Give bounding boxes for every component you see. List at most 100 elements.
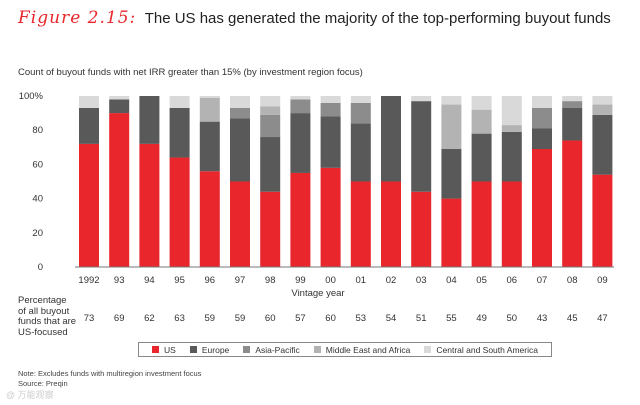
bar-segment-us — [562, 140, 583, 267]
bar-segment-central-and-south-america — [441, 96, 462, 105]
bar-segment-central-and-south-america — [320, 96, 341, 103]
bar-segment-us — [350, 181, 371, 267]
legend-label: Asia-Pacific — [255, 344, 300, 355]
chart-source: Source: Preqin — [18, 379, 68, 388]
bar-segment-middle-east-and-africa — [199, 97, 220, 122]
x-tick-label: 96 — [205, 275, 216, 286]
bar-segment-europe — [199, 121, 220, 172]
us-percentage-value: 69 — [114, 313, 125, 324]
bar-segment-us — [79, 143, 99, 267]
x-tick-label: 05 — [476, 275, 487, 286]
legend-item-europe: Europe — [189, 345, 229, 355]
x-tick-label: 04 — [446, 275, 457, 286]
bar-segment-europe — [320, 116, 341, 168]
stacked-bar-chart: 020406080100%199273936994629563965997599… — [19, 91, 614, 324]
percentage-caption: Percentage of all buyout funds that are … — [18, 295, 77, 338]
chart-note: Note: Excludes funds with multiregion in… — [18, 369, 202, 378]
bar-segment-central-and-south-america — [169, 96, 190, 108]
bar-segment-us — [592, 174, 613, 267]
bar-segment-us — [260, 191, 281, 267]
us-percentage-value: 45 — [567, 313, 578, 324]
us-percentage-value: 59 — [235, 313, 246, 324]
y-tick-label: 60 — [32, 159, 43, 170]
figure-headline: The US has generated the majority of the… — [144, 10, 611, 27]
bar-segment-europe — [79, 107, 99, 144]
bar-segment-europe — [169, 107, 190, 158]
chart-subtitle: Count of buyout funds with net IRR great… — [18, 67, 363, 78]
x-tick-label: 94 — [144, 275, 155, 286]
bar-segment-central-and-south-america — [260, 96, 281, 107]
us-percentage-value: 47 — [597, 313, 608, 324]
x-tick-label: 09 — [597, 275, 608, 286]
bar-segment-central-and-south-america — [79, 96, 99, 108]
bar-segment-us — [381, 181, 401, 267]
bar-segment-middle-east-and-africa — [471, 109, 492, 134]
us-percentage-value: 50 — [507, 313, 518, 324]
bar-segment-central-and-south-america — [199, 96, 220, 98]
x-tick-label: 95 — [174, 275, 185, 286]
legend-swatch-central-south-america — [424, 346, 432, 353]
legend-item-middle-east-africa: Middle East and Africa — [313, 345, 410, 355]
bar-segment-middle-east-and-africa — [501, 125, 522, 132]
x-axis-title: Vintage year — [291, 288, 344, 299]
legend-label: Central and South America — [436, 344, 538, 355]
us-percentage-value: 55 — [446, 313, 457, 324]
us-percentage-value: 53 — [356, 313, 367, 324]
x-tick-label: 07 — [537, 275, 548, 286]
y-tick-label: 80 — [32, 125, 43, 136]
bar-segment-us — [139, 143, 160, 267]
legend-swatch-middle-east-africa — [313, 346, 321, 353]
bar-segment-europe — [381, 96, 401, 182]
legend-item-asia-pacific: Asia-Pacific — [243, 344, 300, 355]
x-tick-label: 98 — [265, 275, 276, 286]
us-percentage-value: 63 — [174, 313, 185, 324]
bar-segment-asia-pacific — [260, 114, 281, 138]
bar-segment-europe — [109, 99, 130, 114]
us-percentage-value: 54 — [386, 313, 397, 324]
us-percentage-value: 60 — [265, 313, 276, 324]
bar-segment-middle-east-and-africa — [441, 104, 462, 150]
us-percentage-value: 57 — [295, 313, 306, 324]
y-tick-label: 100% — [19, 91, 44, 102]
bar-segment-us — [411, 191, 432, 267]
x-tick-label: 01 — [356, 275, 367, 286]
x-tick-label: 1992 — [78, 275, 99, 286]
bar-segment-europe — [592, 114, 613, 175]
bar-segment-europe — [562, 107, 583, 141]
legend-swatch-europe — [189, 346, 197, 353]
us-percentage-value: 49 — [476, 313, 487, 324]
x-tick-label: 00 — [325, 275, 336, 286]
percentage-caption-line: of all buyout — [18, 305, 70, 317]
x-tick-label: 02 — [386, 275, 397, 286]
legend-item-us: US — [152, 345, 176, 355]
bar-segment-central-and-south-america — [471, 96, 492, 110]
bar-segment-middle-east-and-africa — [592, 104, 613, 115]
bar-segment-middle-east-and-africa — [260, 106, 281, 115]
bar-segment-us — [320, 167, 341, 267]
figure-number: Figure 2.15: — [18, 8, 137, 28]
bar-segment-europe — [411, 101, 432, 192]
bar-segment-asia-pacific — [290, 99, 311, 114]
bar-segment-us — [109, 113, 130, 267]
bar-segment-us — [230, 181, 250, 267]
legend-item-central-south-america: Central and South America — [424, 345, 538, 355]
x-tick-label: 93 — [114, 275, 125, 286]
x-tick-label: 06 — [507, 275, 518, 286]
bar-segment-central-and-south-america — [109, 96, 130, 100]
y-tick-label: 40 — [32, 194, 43, 205]
percentage-caption-line: funds that are — [18, 316, 77, 327]
bar-segment-asia-pacific — [320, 102, 341, 117]
us-percentage-value: 59 — [205, 313, 216, 324]
bar-segment-asia-pacific — [532, 107, 552, 129]
bar-segment-us — [501, 181, 522, 267]
bar-segment-central-and-south-america — [411, 96, 432, 102]
y-tick-label: 20 — [32, 228, 43, 239]
bar-segment-asia-pacific — [230, 107, 250, 119]
legend-label: US — [164, 344, 176, 355]
bar-segment-europe — [350, 123, 371, 182]
watermark: @ 万能观察 — [6, 390, 54, 400]
bar-segment-europe — [290, 113, 311, 173]
bar-segment-us — [290, 172, 311, 267]
bar-segment-us — [199, 171, 220, 267]
bar-segment-europe — [139, 96, 160, 144]
